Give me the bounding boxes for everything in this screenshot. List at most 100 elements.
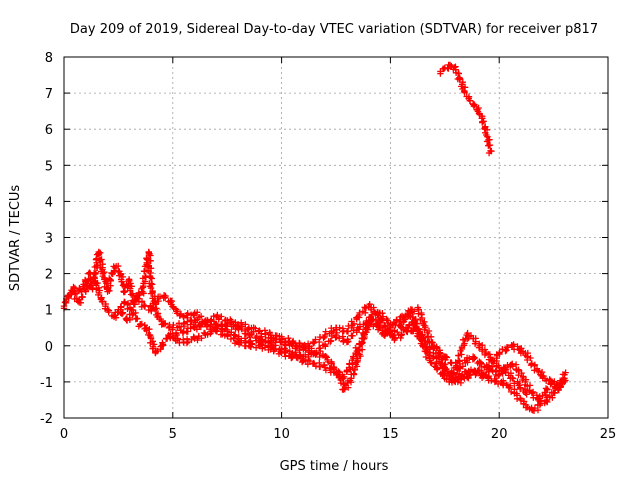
y-axis-label: SDTVAR / TECUs <box>8 185 23 292</box>
data-point <box>535 396 542 404</box>
data-point <box>234 338 242 346</box>
data-point <box>398 331 405 339</box>
data-point <box>482 349 490 357</box>
data-point <box>128 306 135 313</box>
data-point <box>117 270 124 277</box>
data-point <box>154 313 161 321</box>
data-point <box>530 407 538 414</box>
y-tick-label: 3 <box>45 232 53 247</box>
data-point <box>278 349 285 357</box>
data-point <box>147 284 155 292</box>
data-point <box>502 367 509 375</box>
data-point <box>82 288 89 295</box>
data-point <box>489 357 496 364</box>
data-point <box>480 371 488 378</box>
data-point <box>139 288 146 295</box>
data-point <box>180 328 187 335</box>
data-point <box>524 403 531 411</box>
data-point <box>108 270 116 277</box>
data-point <box>463 331 470 339</box>
x-axis-label: GPS time / hours <box>280 459 389 474</box>
data-point <box>169 324 176 331</box>
data-point <box>152 349 159 357</box>
data-point <box>256 342 264 349</box>
data-point <box>461 375 468 382</box>
data-point <box>509 342 516 349</box>
data-point <box>180 320 187 328</box>
data-point <box>256 328 264 335</box>
y-tick-label: 0 <box>45 340 53 355</box>
data-point <box>160 292 168 299</box>
data-point <box>245 331 253 339</box>
y-tick-label: 7 <box>45 87 53 102</box>
data-point <box>445 378 453 386</box>
data-point <box>86 270 94 277</box>
data-point <box>528 360 536 368</box>
data-point <box>169 331 176 339</box>
data-point <box>330 367 338 375</box>
data-point <box>154 295 161 303</box>
data-point <box>487 147 494 155</box>
data-point <box>398 324 405 331</box>
data-point <box>485 375 492 382</box>
data-point <box>121 299 129 306</box>
data-point <box>430 342 438 349</box>
data-point <box>202 320 209 328</box>
data-point <box>541 389 549 396</box>
data-point <box>452 364 459 371</box>
data-point <box>97 295 105 303</box>
y-tick-label: 5 <box>45 159 53 174</box>
data-point <box>452 66 459 73</box>
data-point <box>376 310 383 317</box>
y-tick-label: 4 <box>45 195 53 210</box>
x-tick-label: 5 <box>169 427 177 442</box>
data-point <box>441 364 448 371</box>
data-point <box>160 320 168 328</box>
data-point <box>104 288 111 295</box>
data-point <box>126 277 133 285</box>
data-point <box>343 338 351 346</box>
data-point <box>496 349 503 357</box>
data-point <box>311 349 318 357</box>
y-tick-label: 6 <box>45 123 53 138</box>
data-point <box>173 310 181 317</box>
data-point <box>463 357 470 364</box>
data-point <box>365 302 372 310</box>
data-point <box>321 342 329 349</box>
data-point <box>352 349 359 357</box>
data-point <box>145 248 153 256</box>
grid <box>64 57 608 418</box>
axis-ticks: 0 5 10 15 20 25 -2 -1 0 1 2 3 4 5 6 7 8 <box>40 51 616 442</box>
data-point <box>408 306 416 313</box>
data-point <box>69 288 76 295</box>
data-point <box>321 331 329 339</box>
data-point <box>93 259 100 266</box>
data-point <box>554 385 562 393</box>
data-point <box>245 324 253 331</box>
data-point <box>354 324 361 331</box>
data-point <box>180 338 187 346</box>
data-point <box>491 378 499 386</box>
data-point <box>515 346 522 353</box>
data-point <box>104 306 111 313</box>
data-point <box>289 353 296 360</box>
chart-title: Day 209 of 2019, Sidereal Day-to-day VTE… <box>70 22 598 37</box>
data-point <box>441 353 448 360</box>
data-point <box>415 306 422 313</box>
y-tick-label: -1 <box>40 376 53 391</box>
data-point <box>509 360 516 368</box>
data-point <box>411 317 418 324</box>
data-point <box>365 317 372 324</box>
data-point <box>191 324 198 331</box>
data-point <box>99 270 107 277</box>
data-point <box>134 295 142 303</box>
data-point <box>550 389 557 396</box>
data-point <box>136 320 144 328</box>
data-point <box>422 324 429 331</box>
x-tick-label: 25 <box>600 427 617 442</box>
data-point <box>515 382 522 389</box>
data-point <box>267 346 274 353</box>
data-point <box>143 324 150 331</box>
data-point <box>213 313 220 321</box>
data-point <box>234 324 242 331</box>
